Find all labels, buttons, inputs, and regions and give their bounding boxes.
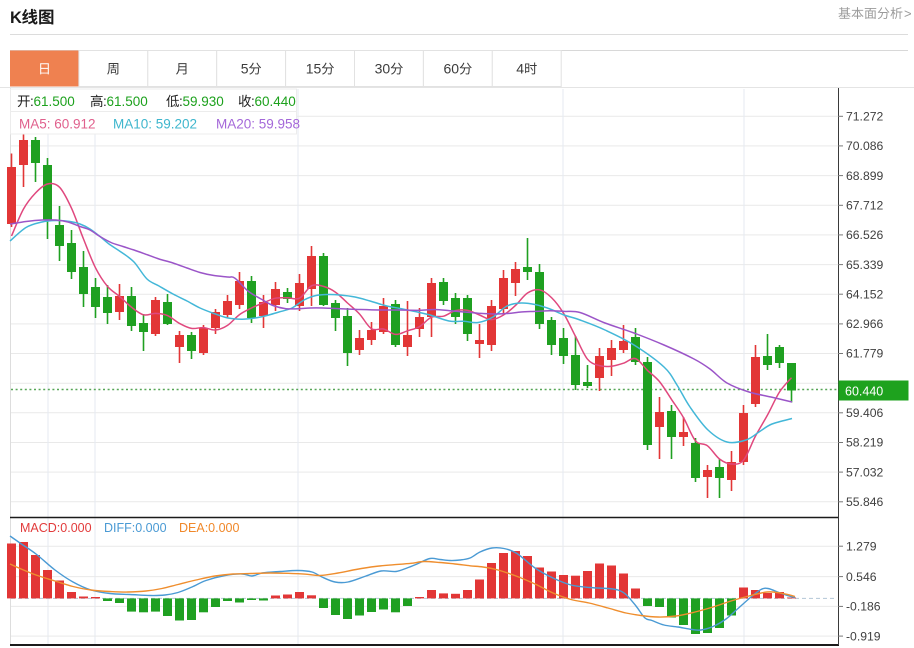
svg-text:66.526: 66.526 <box>846 228 883 242</box>
svg-text:DEA:0.000: DEA:0.000 <box>179 521 240 535</box>
svg-text::: : <box>251 94 255 109</box>
svg-text:>: > <box>904 6 912 21</box>
svg-text:59.930: 59.930 <box>183 94 224 109</box>
svg-text:58.219: 58.219 <box>846 436 883 450</box>
svg-text:61.500: 61.500 <box>34 94 75 109</box>
svg-text:60.440: 60.440 <box>845 384 883 398</box>
svg-text:MACD:0.000: MACD:0.000 <box>20 521 92 535</box>
svg-text:K: K <box>10 9 22 27</box>
svg-text:4: 4 <box>516 61 524 77</box>
svg-text:57.032: 57.032 <box>846 465 883 479</box>
svg-text:MA10: 59.202: MA10: 59.202 <box>113 117 197 132</box>
svg-text:61.500: 61.500 <box>107 94 148 109</box>
svg-text:0.546: 0.546 <box>846 570 877 584</box>
svg-text:68.899: 68.899 <box>846 169 883 183</box>
svg-text:65.339: 65.339 <box>846 258 883 272</box>
svg-text::: : <box>30 94 34 109</box>
svg-text:61.779: 61.779 <box>846 347 883 361</box>
svg-text:MA5: 60.912: MA5: 60.912 <box>19 117 96 132</box>
svg-text:60.440: 60.440 <box>255 94 296 109</box>
svg-text:70.086: 70.086 <box>846 139 883 153</box>
svg-text:-0.186: -0.186 <box>846 600 881 614</box>
svg-text:62.966: 62.966 <box>846 317 883 331</box>
svg-text:67.712: 67.712 <box>846 199 883 213</box>
svg-text:5: 5 <box>241 61 249 77</box>
svg-text::: : <box>179 94 183 109</box>
svg-text:55.846: 55.846 <box>846 495 883 509</box>
svg-text:60: 60 <box>444 61 460 77</box>
svg-text:59.406: 59.406 <box>846 406 883 420</box>
svg-text:-0.919: -0.919 <box>846 629 881 643</box>
svg-text:64.152: 64.152 <box>846 287 883 301</box>
svg-text:30: 30 <box>375 61 391 77</box>
svg-text:71.272: 71.272 <box>846 110 883 124</box>
svg-text:DIFF:0.000: DIFF:0.000 <box>104 521 167 535</box>
svg-text:1.279: 1.279 <box>846 539 877 553</box>
svg-text:15: 15 <box>306 61 322 77</box>
svg-text::: : <box>103 94 107 109</box>
svg-text:MA20: 59.958: MA20: 59.958 <box>216 117 300 132</box>
